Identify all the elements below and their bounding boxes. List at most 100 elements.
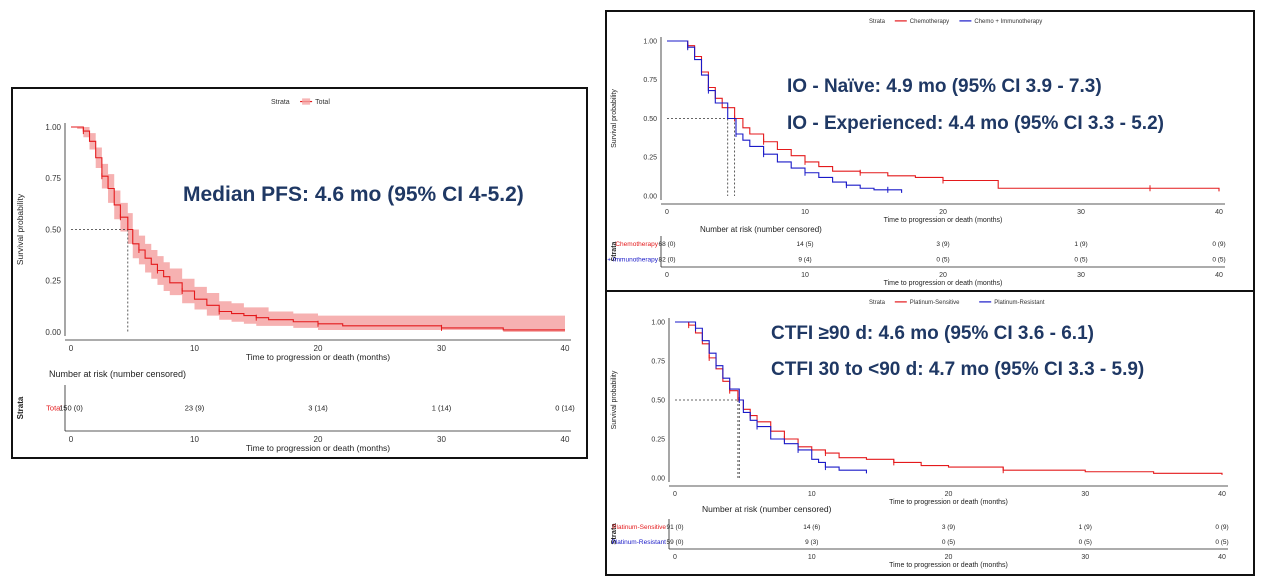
x-axis-label: Time to progression or death (months)	[246, 352, 390, 362]
risk-cell: 0 (9)	[1215, 524, 1228, 531]
risk-cell: 9 (3)	[805, 539, 818, 546]
km-curve-2	[667, 40, 903, 193]
legend: Strata Total	[271, 98, 330, 106]
risk-cell: 1 (9)	[1079, 524, 1092, 531]
risk-x-axis-label: Time to progression or death (months)	[889, 562, 1008, 569]
km-curve-1	[71, 126, 565, 331]
x-tick-label: 30	[1077, 209, 1085, 216]
risk-x-tick-label: 40	[1215, 272, 1223, 279]
risk-x-tick-label: 0	[69, 435, 74, 444]
risk-x-tick-label: 10	[190, 435, 199, 444]
legend: Strata Platinum-Sensitive Platinum-Resista…	[869, 300, 1045, 306]
y-tick-label: 0.50	[643, 116, 657, 123]
y-tick-label: 0.75	[643, 77, 657, 84]
risk-cell: 59 (0)	[667, 539, 684, 546]
risk-x-tick-label: 30	[1077, 272, 1085, 279]
y-tick-label: 0.25	[45, 277, 61, 286]
ctfi-30-90-annotation: CTFI 30 to <90 d: 4.7 mo (95% CI 3.3 - 5…	[771, 359, 1145, 380]
km-curve-2	[675, 321, 867, 474]
x-tick-label: 40	[561, 344, 570, 353]
risk-strata-label: Strata	[16, 396, 25, 419]
risk-cell: 23 (9)	[185, 404, 205, 413]
y-tick-label: 0.50	[45, 225, 61, 234]
risk-cell: 0 (5)	[942, 539, 955, 546]
median-pfs-annotation: Median PFS: 4.6 mo (95% CI 4-5.2)	[183, 183, 524, 206]
legend-label-2: Platinum-Resistant	[994, 300, 1045, 306]
risk-table-title: Number at risk (number censored)	[49, 369, 186, 379]
x-tick-label: 10	[801, 209, 809, 216]
y-tick-label: 1.00	[651, 319, 665, 326]
risk-cell: 82 (0)	[659, 257, 676, 264]
risk-cell: 3 (9)	[942, 524, 955, 531]
legend-band-swatch	[302, 98, 311, 105]
risk-row-label: Platinum-Resistant	[611, 539, 666, 546]
risk-cell: 150 (0)	[59, 404, 83, 413]
risk-x-tick-label: 0	[665, 272, 669, 279]
risk-x-axis-label: Time to progression or death (months)	[884, 280, 1003, 287]
risk-cell: 3 (14)	[308, 404, 328, 413]
legend-label-1: Total	[315, 99, 330, 106]
risk-row-label: Total	[46, 404, 62, 413]
legend: Strata Chemotherapy Chemo + Immunotherapy	[869, 19, 1042, 25]
io-experienced-annotation: IO - Experienced: 4.4 mo (95% CI 3.3 - 5…	[787, 113, 1164, 134]
legend-title: Strata	[869, 300, 886, 306]
x-tick-label: 0	[673, 491, 677, 498]
legend-title: Strata	[271, 99, 290, 106]
y-tick-label: 0.75	[651, 358, 665, 365]
risk-row-label: Chemo + Immunotherapy	[607, 257, 659, 264]
y-tick-label: 0.25	[643, 155, 657, 162]
risk-cell: 0 (14)	[555, 404, 575, 413]
x-tick-label: 30	[1081, 491, 1089, 498]
risk-cell: 14 (6)	[803, 524, 820, 531]
y-tick-label: 0.25	[651, 436, 665, 443]
x-tick-label: 40	[1218, 491, 1226, 498]
legend-label-1: Platinum-Sensitive	[910, 300, 960, 306]
legend-label-1: Chemotherapy	[910, 19, 949, 25]
y-tick-label: 1.00	[643, 38, 657, 45]
risk-cell: 68 (0)	[659, 241, 676, 248]
ctfi-90-annotation: CTFI ≥90 d: 4.6 mo (95% CI 3.6 - 6.1)	[771, 323, 1094, 344]
km-chart-ctfi: Strata Platinum-Sensitive Platinum-Resista…	[609, 300, 1229, 569]
risk-x-tick-label: 30	[1081, 554, 1089, 561]
risk-strata-label: Strata	[611, 241, 618, 261]
risk-x-tick-label: 20	[945, 554, 953, 561]
y-tick-label: 0.00	[45, 328, 61, 337]
risk-cell: 0 (5)	[1079, 539, 1092, 546]
x-tick-label: 0	[69, 344, 74, 353]
x-tick-label: 20	[939, 209, 947, 216]
x-tick-label: 20	[945, 491, 953, 498]
x-tick-label: 30	[437, 344, 446, 353]
y-axis-label: Survival probability	[611, 89, 618, 148]
legend-title: Strata	[869, 19, 886, 25]
risk-cell: 0 (5)	[1212, 257, 1225, 264]
risk-x-axis-label: Time to progression or death (months)	[246, 443, 390, 453]
risk-cell: 14 (5)	[797, 241, 814, 248]
risk-cell: 0 (5)	[936, 257, 949, 264]
x-tick-label: 0	[665, 209, 669, 216]
y-tick-label: 0.00	[643, 193, 657, 200]
ci-band	[71, 127, 565, 332]
risk-strata-label: Strata	[609, 523, 618, 545]
risk-x-tick-label: 40	[561, 435, 570, 444]
km-curve-1	[667, 40, 1220, 192]
risk-x-tick-label: 40	[1218, 554, 1226, 561]
legend-label-2: Chemo + Immunotherapy	[974, 19, 1042, 25]
y-tick-label: 1.00	[45, 123, 61, 132]
risk-x-tick-label: 20	[939, 272, 947, 279]
km-chart-io: Strata Chemotherapy Chemo + Immunotherapy0…	[607, 19, 1226, 287]
x-tick-label: 20	[314, 344, 323, 353]
risk-cell: 3 (9)	[936, 241, 949, 248]
x-axis-label: Time to progression or death (months)	[889, 499, 1008, 506]
y-tick-label: 0.50	[651, 397, 665, 404]
risk-x-tick-label: 10	[808, 554, 816, 561]
risk-x-tick-label: 30	[437, 435, 446, 444]
x-axis-label: Time to progression or death (months)	[884, 217, 1003, 224]
risk-x-tick-label: 20	[314, 435, 323, 444]
risk-row-label: Chemotherapy	[615, 241, 658, 248]
risk-cell: 9 (4)	[798, 257, 811, 264]
risk-x-tick-label: 0	[673, 554, 677, 561]
y-axis-label: Survival probability	[15, 193, 25, 265]
km-panel-total: Strata Total 0.00 0.25 0.50 0.75 1.00 0 10 20 30 40…	[11, 87, 588, 459]
x-tick-label: 10	[190, 344, 199, 353]
risk-table-title: Number at risk (number censored)	[700, 225, 822, 234]
